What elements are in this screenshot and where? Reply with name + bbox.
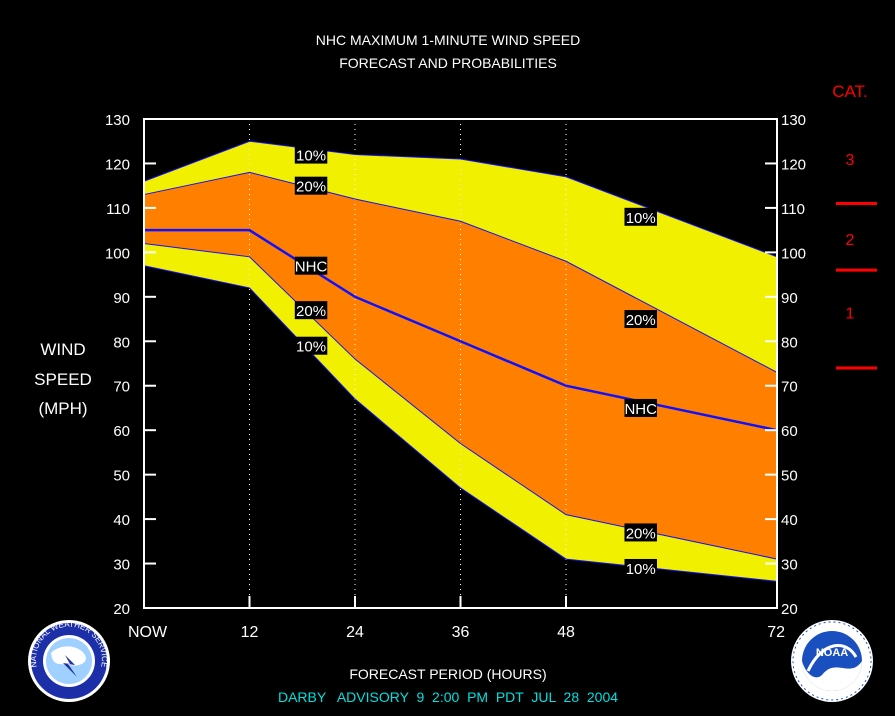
series-label-box [294, 145, 328, 164]
ytick-label-right: 40 [781, 512, 798, 529]
series-label: 10% [626, 210, 656, 227]
series-label-box [294, 256, 328, 275]
series-label-box [624, 398, 657, 417]
chart-title-line-2: FORECAST AND PROBABILITIES [339, 55, 557, 71]
series-label-box [294, 176, 328, 195]
ytick-label-left: 110 [106, 201, 130, 218]
ytick-label-left: 130 [105, 112, 130, 129]
ytick-label-right: 80 [781, 334, 798, 351]
noaa-logo: NOAA [791, 620, 873, 702]
ylabel-line-2: SPEED [34, 370, 92, 389]
ytick-label-right: 60 [781, 423, 798, 440]
series-line-upper-20 [143, 171, 778, 373]
category-label-2: 2 [846, 232, 855, 249]
series-label: 20% [626, 312, 656, 329]
ytick-label-left: 40 [113, 512, 130, 529]
series-line-lower-20 [143, 242, 778, 560]
ytick-label-right: 120 [781, 156, 806, 173]
ytick-label-right: 100 [781, 245, 806, 262]
series-line-lower-10 [143, 265, 778, 582]
series-label-box [624, 558, 657, 577]
ytick-label-left: 30 [113, 557, 130, 574]
noaa-logo-text: NOAA [816, 647, 848, 659]
xtick-label: 36 [452, 624, 470, 641]
ytick-label-right: 130 [781, 112, 806, 129]
series-label: 20% [626, 525, 656, 542]
ytick-label-right: 90 [781, 290, 798, 307]
ytick-label-left: 90 [113, 290, 130, 307]
series-label-box [624, 310, 657, 329]
series-labels: 10% 20% NHC 20% 10% 10% 20% NHC 20% 10% [294, 145, 657, 578]
series-label-box [624, 523, 657, 542]
category-label-3: 3 [846, 152, 855, 169]
xtick-label: 48 [557, 624, 575, 641]
series-label: 20% [296, 303, 326, 320]
ytick-label-left: 120 [105, 156, 130, 173]
ytick-label-left: 60 [113, 423, 130, 440]
xtick-label: 72 [767, 624, 785, 641]
ytick-label-left: 20 [113, 601, 130, 618]
xtick-label: 24 [346, 624, 364, 641]
series-label: 20% [296, 179, 326, 196]
ytick-label-left: 70 [113, 379, 130, 396]
ytick-label-right: 50 [781, 468, 798, 485]
series-label: 10% [296, 148, 326, 165]
xtick-label: 12 [241, 624, 259, 641]
category-label-1: 1 [846, 305, 855, 322]
ytick-label-left: 100 [105, 245, 130, 262]
series-label-box [294, 301, 328, 320]
ylabel-line-3: (MPH) [38, 399, 87, 418]
advisory-subtitle: DARBY ADVISORY 9 2:00 PM PDT JUL 28 2004 [278, 689, 618, 705]
series-label: 10% [626, 561, 656, 578]
ytick-label-right: 110 [781, 201, 805, 218]
xtick-label: NOW [128, 624, 168, 641]
series-line-upper-10 [143, 140, 778, 258]
series-label-box [294, 336, 328, 355]
probability-bands [144, 141, 777, 582]
ytick-label-left: 80 [113, 334, 130, 351]
series-label: NHC [624, 401, 657, 418]
series-label: 10% [296, 339, 326, 356]
chart-title-line-1: NHC MAXIMUM 1-MINUTE WIND SPEED [316, 32, 580, 48]
ytick-label-left: 50 [113, 468, 130, 485]
category-scale: CAT. 3 2 1 [832, 82, 877, 370]
series-label-box [624, 207, 657, 226]
axis-ticks: 20 20 30 30 40 40 50 50 60 60 70 70 80 80 90 90 100 100 11… [105, 112, 806, 641]
ytick-label-right: 20 [781, 601, 798, 618]
ytick-label-right: 70 [781, 379, 798, 396]
xlabel: FORECAST PERIOD (HOURS) [349, 666, 546, 682]
ytick-label-right: 30 [781, 557, 798, 574]
ylabel-line-1: WIND [40, 340, 85, 359]
series-label: NHC [295, 259, 328, 276]
national-weather-service-logo: NATIONAL WEATHER SERVICE [28, 620, 110, 702]
series-line-forecast [144, 228, 778, 432]
category-header: CAT. [832, 82, 868, 101]
series-lines [143, 140, 778, 582]
